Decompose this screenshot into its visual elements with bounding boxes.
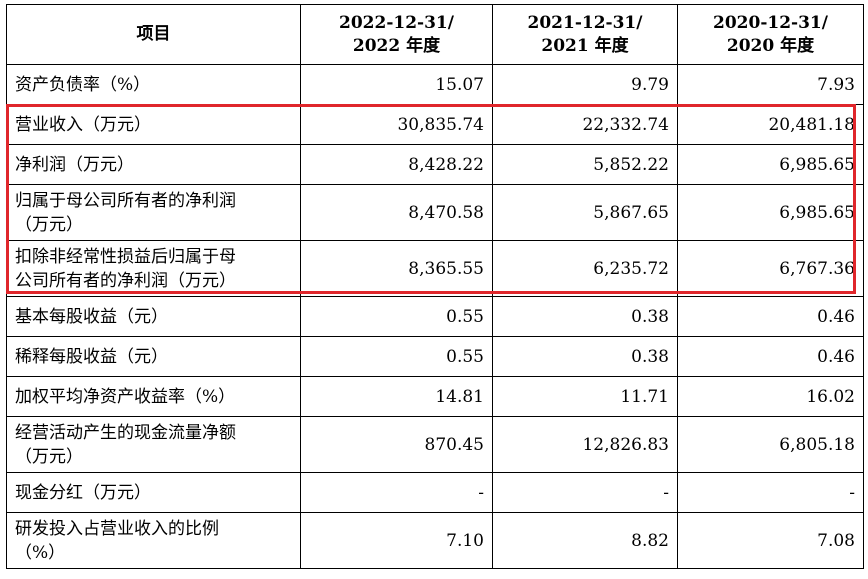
row-label: 扣除非经常性损益后归属于母 公司所有者的净利润（万元） (6, 240, 301, 297)
row-label-line: 资产负债率（%） (15, 74, 151, 95)
row-value: 11.71 (492, 376, 678, 417)
row-label: 经营活动产生的现金流量净额 （万元） (6, 416, 301, 473)
row-value: 6,985.65 (677, 184, 864, 241)
row-value: 7.08 (677, 512, 864, 569)
row-value: 7.10 (300, 512, 493, 569)
row-label: 基本每股收益（元） (6, 296, 301, 337)
table-row: 基本每股收益（元） 0.55 0.38 0.46 (6, 296, 864, 337)
header-2022: 2022-12-31/ 2022 年度 (300, 4, 493, 65)
row-label-line: （%） (15, 542, 66, 563)
row-value: - (677, 472, 864, 513)
table-header-row: 项目 2022-12-31/ 2022 年度 2021-12-31/ 2021 … (6, 4, 864, 65)
row-value: 0.55 (300, 296, 493, 337)
row-value: 8,470.58 (300, 184, 493, 241)
table-row: 加权平均净资产收益率（%） 14.81 11.71 16.02 (6, 376, 864, 417)
row-value: 12,826.83 (492, 416, 678, 473)
header-2021-line-1: 2021-12-31/ (527, 12, 643, 33)
row-label-line: 基本每股收益（元） (15, 306, 168, 327)
row-label-line: 公司所有者的净利润（万元） (15, 270, 236, 291)
row-value: 20,481.18 (677, 104, 864, 145)
table-row: 扣除非经常性损益后归属于母 公司所有者的净利润（万元） 8,365.55 6,235.… (6, 240, 864, 297)
row-value: 8,365.55 (300, 240, 493, 297)
row-label-line: 营业收入（万元） (15, 114, 151, 135)
row-label-line: 研发投入占营业收入的比例 (15, 518, 219, 539)
row-label-line: 扣除非经常性损益后归属于母 (15, 246, 236, 267)
row-value: - (300, 472, 493, 513)
row-value: 6,985.65 (677, 144, 864, 185)
row-value: 8.82 (492, 512, 678, 569)
row-label: 营业收入（万元） (6, 104, 301, 145)
row-label-line: 归属于母公司所有者的净利润 (15, 190, 236, 211)
header-2021-line-2: 2021 年度 (541, 35, 629, 56)
row-value: 8,428.22 (300, 144, 493, 185)
header-2021: 2021-12-31/ 2021 年度 (492, 4, 678, 65)
row-label: 归属于母公司所有者的净利润 （万元） (6, 184, 301, 241)
row-value: 6,767.36 (677, 240, 864, 297)
row-value: 7.93 (677, 64, 864, 105)
row-value: 16.02 (677, 376, 864, 417)
row-label: 稀释每股收益（元） (6, 336, 301, 377)
header-2020: 2020-12-31/ 2020 年度 (677, 4, 864, 65)
row-value: - (492, 472, 678, 513)
row-value: 5,867.65 (492, 184, 678, 241)
row-value: 0.46 (677, 296, 864, 337)
table-row: 净利润（万元） 8,428.22 5,852.22 6,985.65 (6, 144, 864, 185)
header-2020-line-2: 2020 年度 (726, 35, 815, 56)
row-label-line: 经营活动产生的现金流量净额 (15, 422, 236, 443)
row-value: 15.07 (300, 64, 493, 105)
table-row: 现金分红（万元） - - - (6, 472, 864, 513)
row-value: 870.45 (300, 416, 493, 473)
financial-indicators-table: 项目 2022-12-31/ 2022 年度 2021-12-31/ 2021 … (6, 4, 864, 569)
header-2022-line-2: 2022 年度 (352, 35, 441, 56)
table-row: 经营活动产生的现金流量净额 （万元） 870.45 12,826.83 6,805.18 (6, 416, 864, 473)
row-value: 14.81 (300, 376, 493, 417)
table-row: 资产负债率（%） 15.07 9.79 7.93 (6, 64, 864, 105)
row-value: 0.46 (677, 336, 864, 377)
row-value: 6,235.72 (492, 240, 678, 297)
row-value: 9.79 (492, 64, 678, 105)
row-label-line: 稀释每股收益（元） (15, 346, 168, 367)
row-label-line: （万元） (15, 446, 83, 467)
row-label-line: （万元） (15, 214, 83, 235)
row-value: 0.55 (300, 336, 493, 377)
header-item-line-1: 项目 (136, 24, 171, 44)
header-item: 项目 (6, 4, 301, 65)
header-2022-line-1: 2022-12-31/ (339, 12, 454, 33)
row-label-line: 加权平均净资产收益率（%） (15, 386, 236, 407)
row-label: 资产负债率（%） (6, 64, 301, 105)
row-value: 22,332.74 (492, 104, 678, 145)
row-label: 现金分红（万元） (6, 472, 301, 513)
row-value: 0.38 (492, 296, 678, 337)
header-2020-line-1: 2020-12-31/ (713, 12, 828, 33)
table-body: 资产负债率（%） 15.07 9.79 7.93 营业收入（万元） 30,835.74 22… (6, 64, 864, 569)
row-value: 6,805.18 (677, 416, 864, 473)
row-label: 净利润（万元） (6, 144, 301, 185)
row-value: 5,852.22 (492, 144, 678, 185)
row-value: 0.38 (492, 336, 678, 377)
row-label-line: 现金分红（万元） (15, 482, 151, 503)
row-value: 30,835.74 (300, 104, 493, 145)
table-row: 营业收入（万元） 30,835.74 22,332.74 20,481.18 (6, 104, 864, 145)
row-label-line: 净利润（万元） (15, 154, 134, 175)
table-row: 稀释每股收益（元） 0.55 0.38 0.46 (6, 336, 864, 377)
table-row: 归属于母公司所有者的净利润 （万元） 8,470.58 5,867.65 6,985.6… (6, 184, 864, 241)
row-label: 研发投入占营业收入的比例 （%） (6, 512, 301, 569)
row-label: 加权平均净资产收益率（%） (6, 376, 301, 417)
table-row: 研发投入占营业收入的比例 （%） 7.10 8.82 7.08 (6, 512, 864, 569)
